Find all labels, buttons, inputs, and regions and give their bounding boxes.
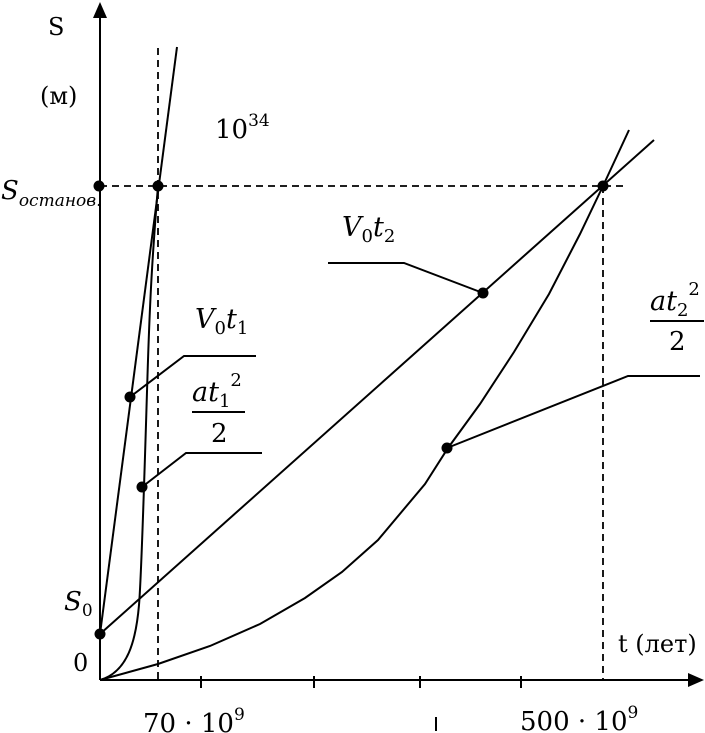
t2-stop-point [597, 180, 609, 192]
s-stop-label: Sостанов. [1, 176, 102, 211]
t1-stop-point [152, 180, 164, 192]
v0t1-label: V0t1 [195, 304, 248, 339]
v0t2-point [477, 287, 489, 299]
scale-label: 1034 [215, 111, 270, 145]
tick-label-500e9: 500 · 109 [520, 703, 638, 733]
at1-leader [141, 452, 262, 488]
x-axis-arrow [688, 673, 704, 687]
origin-label: 0 [73, 649, 88, 677]
at2-curve [99, 129, 630, 681]
at1-numerator: at12 [192, 370, 242, 412]
v0t1-leader [129, 355, 256, 398]
x-axis-label: t (лет) [618, 630, 697, 658]
y-axis-label: S [48, 13, 64, 41]
s0-point [94, 628, 106, 640]
at1-denominator: 2 [211, 419, 228, 449]
at2-point [441, 442, 453, 454]
s-stop-axis-point [93, 180, 105, 192]
v0t2-line [99, 139, 655, 635]
at1-point [136, 481, 148, 493]
v0t1-point [124, 391, 136, 403]
at2-numerator: at22 [650, 279, 700, 321]
v0t1-line [99, 46, 178, 635]
at2-leader [446, 375, 700, 449]
y-axis-unit: (м) [40, 82, 77, 110]
v0t2-label: V0t2 [342, 212, 395, 247]
y-axis-arrow [93, 2, 107, 18]
v0t2-leader [328, 262, 484, 294]
tick-label-70e9: 70 · 109 [143, 705, 245, 733]
at1-curve [99, 185, 159, 681]
s0-label: S0 [64, 587, 93, 621]
at2-denominator: 2 [669, 327, 686, 357]
